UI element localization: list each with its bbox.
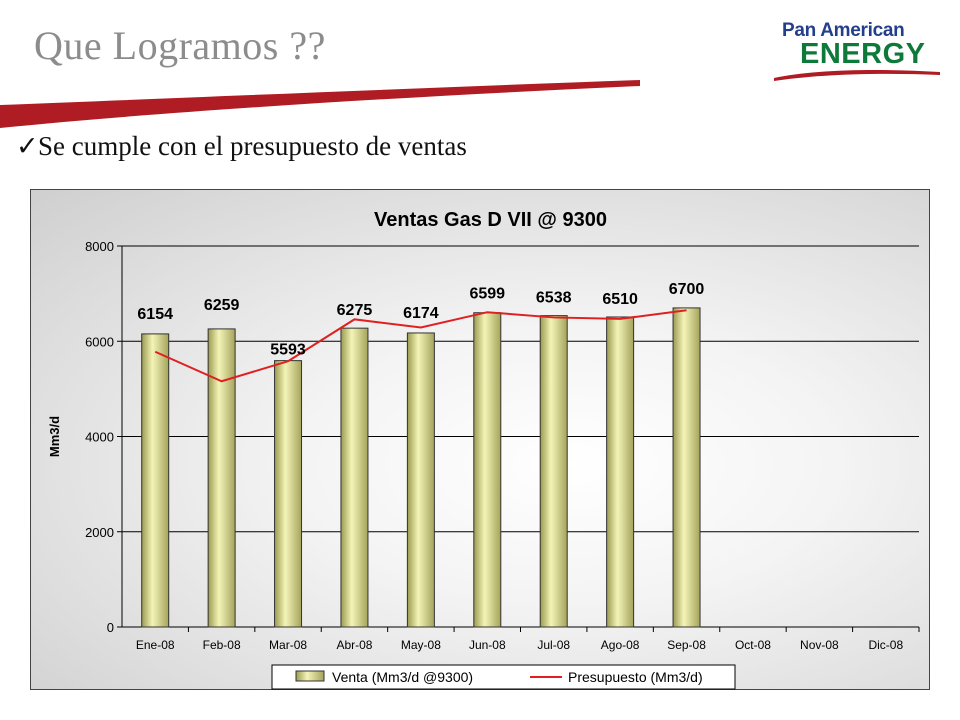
bar <box>340 327 369 628</box>
bar-line-chart: Ventas Gas D VII @ 9300 0 2000 4000 6000 8000… <box>47 209 920 690</box>
bar <box>207 328 236 628</box>
x-tick-label: Nov-08 <box>800 638 839 652</box>
bar <box>473 312 502 628</box>
x-tick-label: Ene-08 <box>136 638 175 652</box>
legend-box <box>271 664 736 690</box>
data-label: 6154 <box>137 306 173 323</box>
data-label: 6174 <box>403 305 439 322</box>
slide-title: Que Logramos ?? <box>34 23 326 68</box>
logo-text-bottom: ENERGY <box>800 38 926 70</box>
x-tick-label: Ago-08 <box>601 638 640 652</box>
data-label: 6275 <box>337 302 373 319</box>
bullet-text: Se cumple con el presupuesto de ventas <box>38 131 467 161</box>
legend-label: Presupuesto (Mm3/d) <box>568 669 703 685</box>
data-label: 6259 <box>204 297 240 314</box>
data-label: 6700 <box>669 281 705 298</box>
series-line <box>154 309 687 383</box>
y-tick-label: 6000 <box>85 334 114 349</box>
data-label: 5593 <box>270 342 306 359</box>
y-tick-label: 4000 <box>85 430 114 445</box>
bar <box>606 316 635 628</box>
data-label: 6538 <box>536 290 572 307</box>
x-tick-label: Jul-08 <box>537 638 570 652</box>
logo-swoosh-icon <box>774 70 940 81</box>
bar <box>672 307 701 628</box>
data-label: 6510 <box>602 291 638 308</box>
x-tick-label: Sep-08 <box>667 638 706 652</box>
x-tick-label: Mar-08 <box>269 638 307 652</box>
bar <box>274 360 303 628</box>
x-tick-label: Jun-08 <box>469 638 506 652</box>
bullet-item: ✓Se cumple con el presupuesto de ventas <box>16 131 467 162</box>
x-tick-label: Abr-08 <box>336 638 372 652</box>
chart-title: Ventas Gas D VII @ 9300 <box>374 209 607 231</box>
y-tick-label: 8000 <box>85 239 114 254</box>
bar <box>539 315 568 628</box>
x-tick-label: May-08 <box>401 638 441 652</box>
x-tick-label: Oct-08 <box>735 638 771 652</box>
data-label: 6599 <box>469 286 505 303</box>
company-logo: Pan American ENERGY <box>772 18 942 82</box>
x-tick-label: Feb-08 <box>203 638 241 652</box>
legend-swatch-bar <box>295 670 325 682</box>
checkmark-icon: ✓ <box>16 131 39 161</box>
y-tick-label: 2000 <box>85 525 114 540</box>
chart-container: Ventas Gas D VII @ 9300 0 2000 4000 6000 8000… <box>30 189 930 690</box>
title-swoosh <box>0 80 640 128</box>
y-axis-label: Mm3/d <box>47 416 62 457</box>
bar <box>141 333 170 628</box>
x-tick-label: Dic-08 <box>868 638 903 652</box>
bar <box>406 332 435 628</box>
y-tick-label: 0 <box>107 620 114 635</box>
logo-text-top: Pan American <box>782 20 905 41</box>
legend-label: Venta (Mm3/d @9300) <box>332 669 473 685</box>
